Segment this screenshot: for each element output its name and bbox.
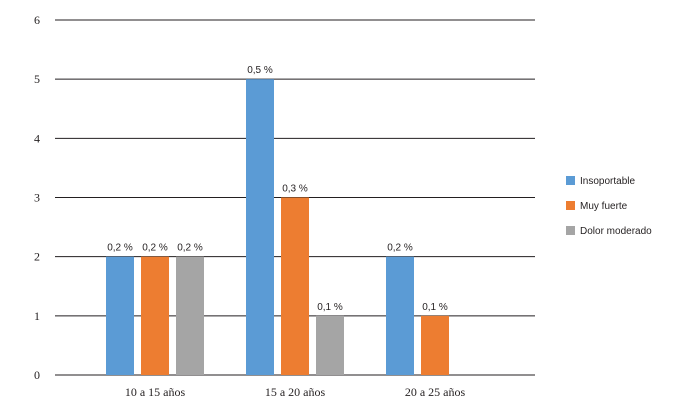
data-label: 0,2 % — [107, 243, 133, 254]
y-tick-label: 3 — [34, 191, 40, 205]
bar-muy-fuerte — [421, 315, 449, 375]
x-category-label: 15 a 20 años — [265, 385, 326, 399]
bar-muy-fuerte — [281, 197, 309, 375]
bar-dolor-moderado — [176, 256, 204, 375]
data-label: 0,2 % — [142, 243, 168, 254]
y-tick-label: 6 — [34, 13, 40, 27]
legend-swatch — [566, 176, 575, 185]
y-tick-label: 5 — [34, 72, 40, 86]
data-label: 0,3 % — [282, 184, 308, 195]
bar-insoportable — [106, 256, 134, 375]
x-axis-categories: 10 a 15 años 15 a 20 años 20 a 25 años — [125, 385, 466, 399]
legend-label: Muy fuerte — [580, 201, 628, 212]
legend-swatch — [566, 226, 575, 235]
bar-insoportable — [386, 256, 414, 375]
bar-muy-fuerte — [141, 256, 169, 375]
x-category-label: 10 a 15 años — [125, 385, 186, 399]
data-labels: 0,2 % 0,2 % 0,2 % 0,5 % 0,3 % 0,1 % 0,2 % 0,1 % — [107, 65, 448, 313]
x-category-label: 20 a 25 años — [405, 385, 466, 399]
data-label: 0,5 % — [247, 65, 273, 76]
y-tick-label: 4 — [34, 131, 40, 145]
legend-swatch — [566, 201, 575, 210]
y-axis-ticks: 0 1 2 3 4 5 6 — [34, 13, 40, 382]
y-tick-label: 2 — [34, 250, 40, 264]
legend: Insoportable Muy fuerte Dolor moderado — [566, 176, 652, 237]
bars — [106, 79, 449, 376]
legend-label: Insoportable — [580, 176, 635, 187]
y-tick-label: 0 — [34, 368, 40, 382]
bar-dolor-moderado — [316, 315, 344, 375]
y-tick-label: 1 — [34, 309, 40, 323]
data-label: 0,2 % — [177, 243, 203, 254]
bar-insoportable — [246, 79, 274, 376]
data-label: 0,1 % — [422, 302, 448, 313]
data-label: 0,2 % — [387, 243, 413, 254]
data-label: 0,1 % — [317, 302, 343, 313]
legend-label: Dolor moderado — [580, 226, 652, 237]
